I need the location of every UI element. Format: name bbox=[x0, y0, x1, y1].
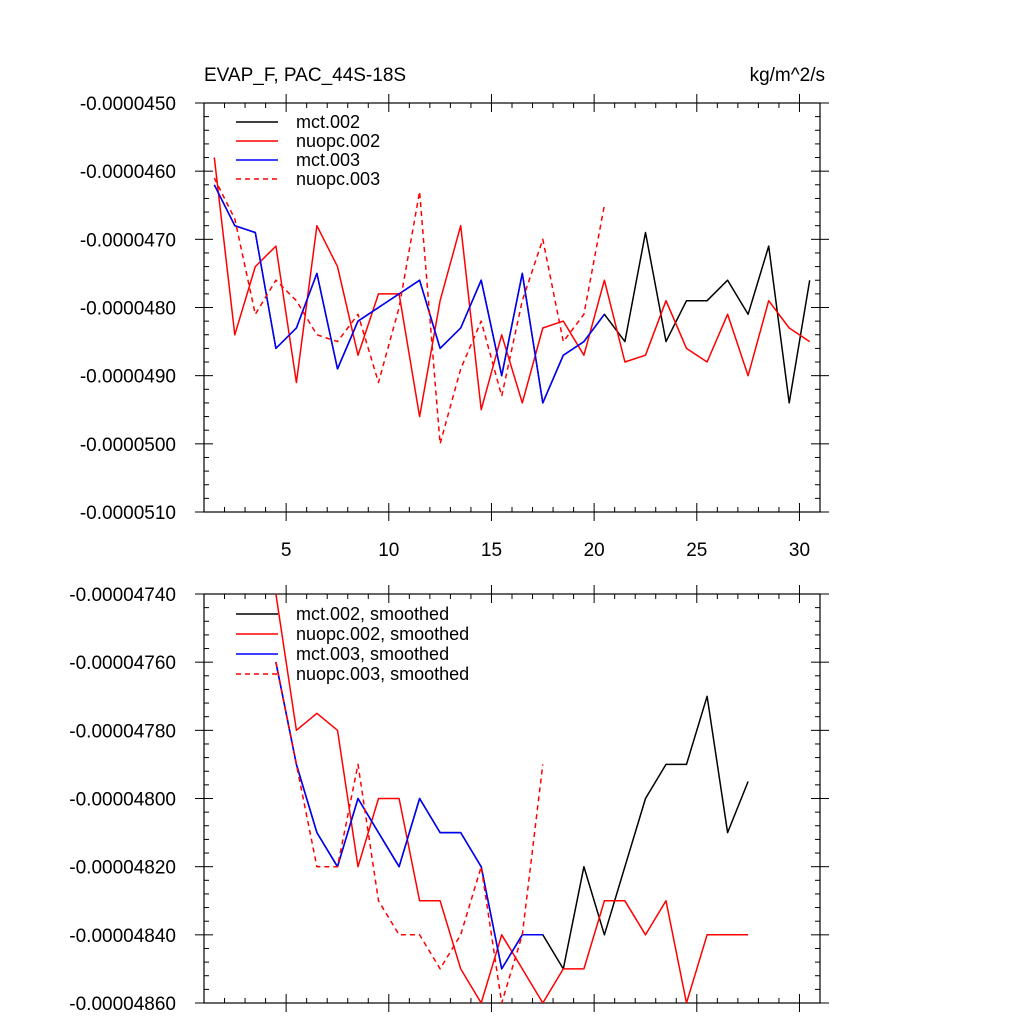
bottom-legend-label: mct.003, smoothed bbox=[296, 644, 449, 664]
top-series-line-mct-003 bbox=[213, 184, 605, 404]
top-y-tick-label: -0.0000480 bbox=[80, 299, 176, 320]
top-series-line-nuopc-003 bbox=[213, 177, 606, 445]
top-x-tick-label: 5 bbox=[281, 540, 292, 561]
top-y-tick-label: -0.0000500 bbox=[80, 435, 176, 456]
bottom-chart: -0.00004740 -0.00004760 -0.00004780 -0.0000… bbox=[69, 585, 829, 1015]
top-x-tick-label: 20 bbox=[584, 540, 605, 561]
top-legend-label: mct.002 bbox=[296, 112, 360, 132]
bottom-y-tick-label: -0.00004740 bbox=[69, 585, 176, 606]
top-y-tick-label: -0.0000510 bbox=[80, 503, 176, 524]
top-y-tick-label: -0.0000490 bbox=[80, 367, 176, 388]
bottom-y-tick-label: -0.00004800 bbox=[69, 790, 176, 811]
top-chart-units: kg/m^2/s bbox=[750, 65, 825, 86]
top-legend-label: mct.003 bbox=[296, 150, 360, 170]
top-chart-title: EVAP_F, PAC_44S-18S bbox=[204, 65, 406, 86]
top-x-tick-label: 15 bbox=[481, 540, 502, 561]
top-legend-label: nuopc.002 bbox=[296, 131, 380, 151]
bottom-legend-label: nuopc.003, smoothed bbox=[296, 664, 469, 684]
top-legend-label: nuopc.003 bbox=[296, 169, 380, 189]
bottom-y-tick-label: -0.00004760 bbox=[69, 653, 176, 674]
top-chart: 5 10 15 20 25 30 -0.0000450 -0.0000460 -0.000047… bbox=[80, 94, 829, 561]
bottom-y-tick-label: -0.00004780 bbox=[69, 721, 176, 742]
bottom-y-tick-label: -0.00004820 bbox=[69, 858, 176, 879]
top-x-tick-label: 25 bbox=[686, 540, 707, 561]
bottom-y-tick-label: -0.00004860 bbox=[69, 994, 176, 1015]
bottom-series-line-mct-002-smoothed bbox=[275, 662, 749, 970]
bottom-legend-label: nuopc.002, smoothed bbox=[296, 624, 469, 644]
top-y-tick-label: -0.0000470 bbox=[80, 230, 176, 251]
top-series-line-nuopc-002 bbox=[213, 157, 811, 418]
bottom-y-tick-label: -0.00004840 bbox=[69, 926, 176, 947]
top-y-tick-label: -0.0000450 bbox=[80, 94, 176, 115]
top-x-tick-label: 10 bbox=[378, 540, 399, 561]
bottom-series-line-mct-003-smoothed bbox=[275, 662, 543, 970]
top-y-tick-label: -0.0000460 bbox=[80, 162, 176, 183]
bottom-legend-label: mct.002, smoothed bbox=[296, 604, 449, 624]
top-x-tick-label: 30 bbox=[789, 540, 810, 561]
